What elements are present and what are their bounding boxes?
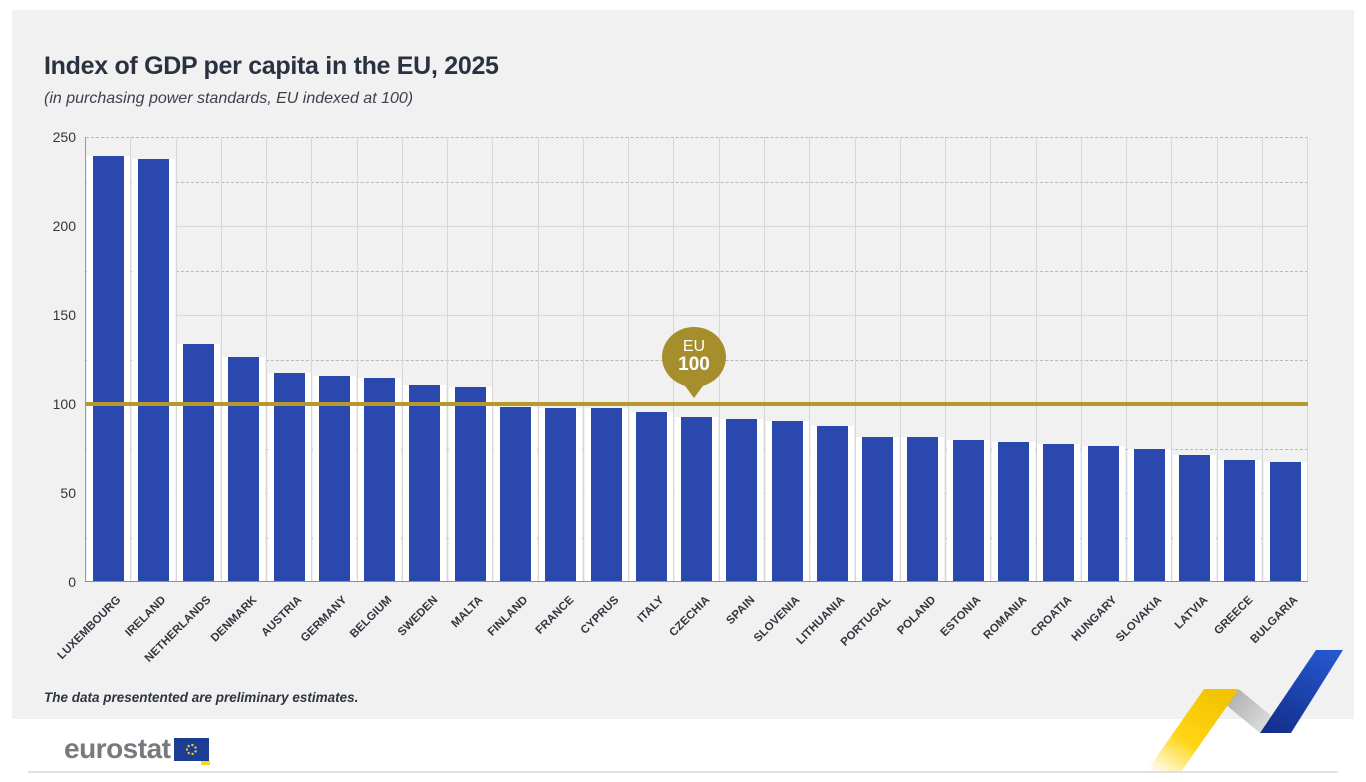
bar-slot-czechia — [674, 137, 720, 581]
gridline-175 — [86, 270, 1308, 272]
bar-slot-belgium — [358, 137, 403, 581]
gridline-200 — [86, 226, 1308, 227]
ribbon-yellow-band — [1146, 689, 1239, 772]
bar-slot-netherlands — [177, 137, 222, 581]
y-tick-100: 100 — [52, 396, 76, 412]
bar-slot-finland — [493, 137, 539, 581]
bar-slot-malta — [448, 137, 494, 581]
bottom-divider — [28, 771, 1338, 773]
bar-portugal — [856, 436, 900, 581]
eu-flag-yellow-notch — [201, 760, 211, 765]
bar-slot-spain — [720, 137, 765, 581]
eu-flag-icon — [174, 737, 211, 765]
chart-subtitle: (in purchasing power standards, EU index… — [44, 90, 414, 107]
bar-romania — [991, 442, 1035, 581]
bar-slot-greece — [1218, 137, 1263, 581]
eu-reference-line — [86, 402, 1308, 406]
plot-area: EU 100 — [85, 137, 1309, 582]
bar-slot-romania — [991, 137, 1037, 581]
bar-spain — [720, 419, 764, 581]
bar-slovenia — [765, 420, 809, 581]
bar-slot-lithuania — [810, 137, 856, 581]
bar-slot-hungary — [1082, 137, 1128, 581]
bar-slot-luxembourg — [86, 137, 132, 581]
bar-italy — [629, 411, 673, 581]
bar-ireland — [131, 159, 175, 581]
bar-slot-croatia — [1037, 137, 1082, 581]
bar-bulgaria — [1263, 461, 1307, 581]
y-tick-0: 0 — [68, 574, 76, 590]
bar-austria — [267, 372, 311, 581]
bar-slot-slovenia — [765, 137, 811, 581]
footnote: The data presentented are preliminary es… — [44, 690, 359, 705]
bar-luxembourg — [86, 155, 130, 581]
eurostat-logo: eurostat — [64, 733, 211, 765]
bar-cyprus — [584, 408, 628, 581]
bar-belgium — [358, 378, 402, 581]
bar-netherlands — [177, 344, 221, 581]
bar-malta — [448, 386, 492, 581]
bar-slot-estonia — [946, 137, 992, 581]
y-tick-200: 200 — [52, 218, 76, 234]
eurostat-ribbon-decoration — [1146, 650, 1343, 772]
bar-germany — [312, 376, 356, 581]
bar-hungary — [1082, 445, 1126, 581]
y-tick-250: 250 — [52, 129, 76, 145]
bar-sweden — [403, 385, 447, 581]
bar-denmark — [222, 356, 266, 581]
eu-badge-value: 100 — [678, 354, 710, 376]
chart-title: Index of GDP per capita in the EU, 2025 — [44, 52, 499, 80]
gridline-150 — [86, 315, 1308, 316]
ribbon-blue-band — [1260, 650, 1343, 733]
bar-slot-bulgaria — [1263, 137, 1309, 581]
gridline-250 — [86, 137, 1308, 138]
bar-slot-portugal — [856, 137, 901, 581]
bar-latvia — [1173, 454, 1216, 581]
bar-finland — [494, 406, 538, 581]
bar-slot-slovakia — [1127, 137, 1173, 581]
bar-czechia — [675, 417, 719, 581]
bar-slot-poland — [901, 137, 947, 581]
eu-flag-stars-icon — [186, 743, 198, 755]
bar-slovakia — [1127, 449, 1171, 581]
bar-france — [539, 408, 583, 581]
bar-slot-austria — [267, 137, 313, 581]
bar-slot-france — [539, 137, 584, 581]
bar-greece — [1218, 459, 1262, 581]
bar-slot-ireland — [131, 137, 177, 581]
bar-slot-denmark — [222, 137, 268, 581]
eu-badge-bubble: EU 100 — [662, 327, 726, 387]
bar-slot-cyprus — [584, 137, 630, 581]
eu-badge-label: EU — [682, 337, 706, 355]
eu-100-badge: EU 100 — [662, 327, 726, 398]
bar-slot-latvia — [1172, 137, 1218, 581]
bar-slot-sweden — [403, 137, 449, 581]
bar-croatia — [1037, 443, 1081, 581]
y-tick-50: 50 — [60, 485, 76, 501]
bar-slot-germany — [312, 137, 358, 581]
y-tick-150: 150 — [52, 307, 76, 323]
bar-slot-italy — [629, 137, 675, 581]
gridline-225 — [86, 181, 1308, 183]
eu-badge-pointer — [683, 383, 705, 398]
bar-estonia — [946, 440, 990, 581]
bar-series — [86, 137, 1309, 581]
bar-poland — [901, 436, 945, 581]
eurostat-wordmark: eurostat — [64, 733, 171, 764]
bar-lithuania — [810, 426, 854, 581]
